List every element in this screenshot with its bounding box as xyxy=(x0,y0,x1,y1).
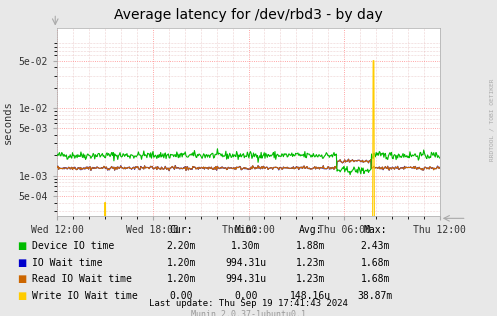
Text: Device IO time: Device IO time xyxy=(32,241,114,252)
Text: 148.16u: 148.16u xyxy=(290,291,331,301)
Text: 1.88m: 1.88m xyxy=(296,241,326,252)
Text: 994.31u: 994.31u xyxy=(226,274,266,284)
Text: 1.68m: 1.68m xyxy=(360,274,390,284)
Text: 1.20m: 1.20m xyxy=(166,258,196,268)
Text: 994.31u: 994.31u xyxy=(226,258,266,268)
Text: IO Wait time: IO Wait time xyxy=(32,258,103,268)
Text: 1.23m: 1.23m xyxy=(296,258,326,268)
Text: 1.23m: 1.23m xyxy=(296,274,326,284)
Text: 1.20m: 1.20m xyxy=(166,274,196,284)
Text: ■: ■ xyxy=(17,274,27,284)
Text: 2.20m: 2.20m xyxy=(166,241,196,252)
Y-axis label: seconds: seconds xyxy=(3,100,13,144)
Text: 1.68m: 1.68m xyxy=(360,258,390,268)
Text: Write IO Wait time: Write IO Wait time xyxy=(32,291,138,301)
Text: 38.87m: 38.87m xyxy=(358,291,393,301)
Text: Max:: Max: xyxy=(363,225,387,235)
Text: 0.00: 0.00 xyxy=(169,291,193,301)
Text: ■: ■ xyxy=(17,291,27,301)
Text: Min:: Min: xyxy=(234,225,258,235)
Text: 1.30m: 1.30m xyxy=(231,241,261,252)
Text: Avg:: Avg: xyxy=(299,225,323,235)
Text: Average latency for /dev/rbd3 - by day: Average latency for /dev/rbd3 - by day xyxy=(114,8,383,22)
Text: 2.43m: 2.43m xyxy=(360,241,390,252)
Text: 0.00: 0.00 xyxy=(234,291,258,301)
Text: Read IO Wait time: Read IO Wait time xyxy=(32,274,132,284)
Text: Last update: Thu Sep 19 17:41:43 2024: Last update: Thu Sep 19 17:41:43 2024 xyxy=(149,299,348,307)
Text: Munin 2.0.37-1ubuntu0.1: Munin 2.0.37-1ubuntu0.1 xyxy=(191,310,306,316)
Text: Cur:: Cur: xyxy=(169,225,193,235)
Text: RRDTOOL / TOBI OETIKER: RRDTOOL / TOBI OETIKER xyxy=(490,79,495,161)
Text: ■: ■ xyxy=(17,241,27,252)
Text: ■: ■ xyxy=(17,258,27,268)
